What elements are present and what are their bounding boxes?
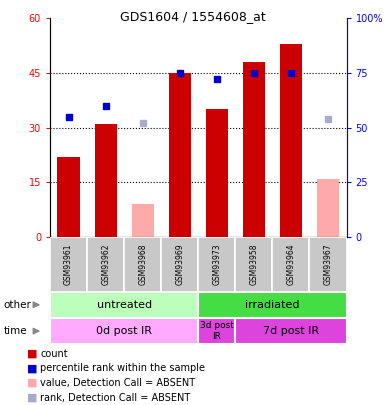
Text: untreated: untreated — [97, 300, 152, 310]
Text: value, Detection Call = ABSENT: value, Detection Call = ABSENT — [40, 378, 196, 388]
Text: GSM93961: GSM93961 — [64, 243, 73, 285]
Text: 0d post IR: 0d post IR — [96, 326, 152, 336]
Text: other: other — [4, 300, 32, 310]
Bar — [235, 237, 273, 292]
Text: irradiated: irradiated — [245, 300, 300, 310]
Bar — [95, 124, 117, 237]
Text: 7d post IR: 7d post IR — [263, 326, 319, 336]
Text: ■: ■ — [27, 363, 38, 373]
Text: GSM93968: GSM93968 — [138, 243, 147, 285]
Text: ■: ■ — [27, 378, 38, 388]
Bar — [198, 318, 235, 344]
Text: GSM93958: GSM93958 — [249, 243, 258, 285]
Bar — [198, 292, 346, 318]
Text: GSM93973: GSM93973 — [212, 243, 221, 285]
Text: GSM93962: GSM93962 — [101, 243, 110, 285]
Bar — [87, 237, 124, 292]
Bar — [310, 237, 346, 292]
Bar — [57, 157, 80, 237]
Bar — [273, 237, 310, 292]
Bar — [206, 109, 228, 237]
Text: GDS1604 / 1554608_at: GDS1604 / 1554608_at — [120, 10, 265, 23]
Bar — [280, 44, 302, 237]
Text: time: time — [4, 326, 27, 336]
Bar — [243, 62, 265, 237]
Bar — [124, 237, 161, 292]
Bar — [50, 292, 198, 318]
Bar — [50, 237, 87, 292]
Bar — [235, 318, 346, 344]
Bar — [169, 73, 191, 237]
Text: ■: ■ — [27, 393, 38, 403]
Text: rank, Detection Call = ABSENT: rank, Detection Call = ABSENT — [40, 393, 191, 403]
Text: count: count — [40, 349, 68, 358]
Text: GSM93967: GSM93967 — [323, 243, 333, 285]
Text: percentile rank within the sample: percentile rank within the sample — [40, 363, 206, 373]
Text: ■: ■ — [27, 349, 38, 358]
Text: GSM93969: GSM93969 — [175, 243, 184, 285]
Text: 3d post
IR: 3d post IR — [200, 322, 234, 341]
Bar — [198, 237, 235, 292]
Bar — [50, 318, 198, 344]
Bar — [317, 179, 339, 237]
Bar — [132, 204, 154, 237]
Text: GSM93964: GSM93964 — [286, 243, 295, 285]
Bar — [161, 237, 198, 292]
